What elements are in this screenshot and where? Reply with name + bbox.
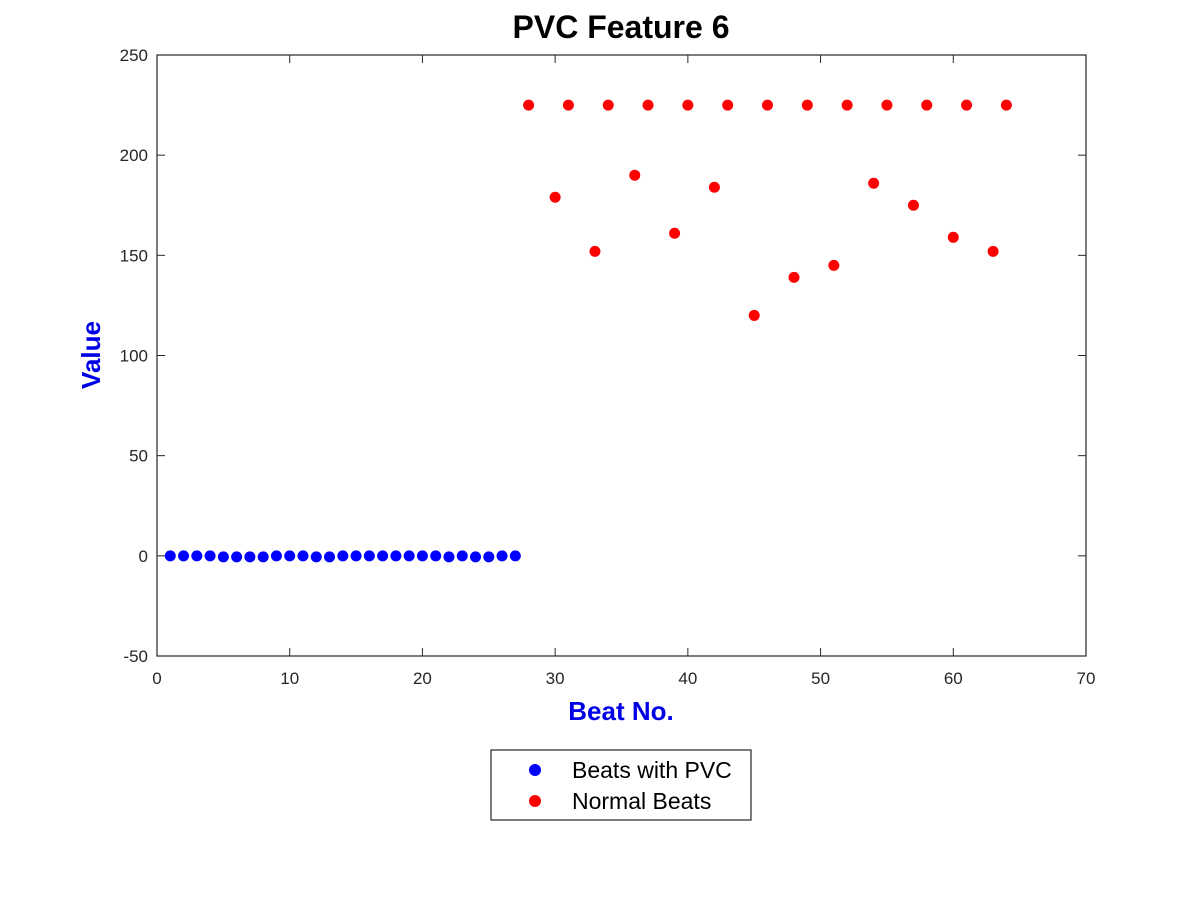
data-point-normal [881, 99, 893, 111]
x-axis-label: Beat No. [568, 696, 673, 726]
data-point-pvc [244, 551, 256, 563]
data-point-normal [841, 99, 853, 111]
data-point-normal [748, 309, 760, 321]
data-point-pvc [416, 550, 428, 562]
data-point-normal [722, 99, 734, 111]
plot-area [156, 54, 1087, 657]
x-tick-label: 20 [413, 669, 432, 688]
x-tick-label: 40 [678, 669, 697, 688]
data-point-normal [801, 99, 813, 111]
chart-title: PVC Feature 6 [513, 9, 730, 45]
y-tick-label: 0 [139, 547, 148, 566]
data-point-pvc [377, 550, 389, 562]
data-point-pvc [324, 551, 336, 563]
data-point-pvc [350, 550, 362, 562]
y-tick-label: 250 [120, 46, 148, 65]
data-point-pvc [483, 551, 495, 563]
data-point-normal [907, 199, 919, 211]
data-point-normal [788, 271, 800, 283]
data-point-pvc [509, 550, 521, 562]
data-point-pvc [217, 551, 229, 563]
data-points [164, 99, 1012, 563]
data-point-pvc [456, 550, 468, 562]
legend: Beats with PVC Normal Beats [490, 749, 752, 821]
data-point-pvc [204, 550, 216, 562]
legend-label-pvc: Beats with PVC [572, 757, 732, 783]
data-point-pvc [270, 550, 282, 562]
data-point-normal [961, 99, 973, 111]
legend-marker-pvc [529, 764, 541, 776]
y-tick-label: 50 [129, 447, 148, 466]
x-tick-label: 10 [280, 669, 299, 688]
data-point-normal [987, 245, 999, 257]
data-point-normal [761, 99, 773, 111]
data-point-pvc [191, 550, 203, 562]
x-tick-label: 30 [546, 669, 565, 688]
data-point-normal [642, 99, 654, 111]
data-point-normal [549, 191, 561, 203]
data-point-pvc [310, 551, 322, 563]
data-point-normal [921, 99, 933, 111]
data-point-normal [947, 231, 959, 243]
legend-box [490, 749, 752, 821]
data-point-pvc [496, 550, 508, 562]
legend-marker-normal [529, 795, 541, 807]
data-point-normal [629, 169, 641, 181]
data-point-pvc [257, 551, 269, 563]
y-tick-label: -50 [123, 647, 148, 666]
data-point-normal [669, 227, 681, 239]
data-point-pvc [430, 550, 442, 562]
data-point-normal [708, 181, 720, 193]
data-point-pvc [164, 550, 176, 562]
data-point-normal [562, 99, 574, 111]
x-tick-label: 70 [1077, 669, 1096, 688]
data-point-normal [682, 99, 694, 111]
data-point-pvc [284, 550, 296, 562]
y-tick-label: 150 [120, 246, 148, 265]
data-point-pvc [470, 551, 482, 563]
data-point-pvc [178, 550, 190, 562]
data-point-normal [1000, 99, 1012, 111]
data-point-normal [523, 99, 535, 111]
legend-label-normal: Normal Beats [572, 788, 711, 814]
x-tick-label: 50 [811, 669, 830, 688]
data-point-pvc [297, 550, 309, 562]
data-point-normal [868, 177, 880, 189]
data-point-normal [602, 99, 614, 111]
x-tick-label: 60 [944, 669, 963, 688]
data-point-pvc [337, 550, 349, 562]
data-point-pvc [403, 550, 415, 562]
data-point-normal [589, 245, 601, 257]
data-point-pvc [390, 550, 402, 562]
data-point-pvc [231, 551, 243, 563]
data-point-pvc [443, 551, 455, 563]
data-point-pvc [363, 550, 375, 562]
y-axis-label: Value [76, 321, 106, 389]
data-point-normal [828, 259, 840, 271]
y-tick-label: 200 [120, 146, 148, 165]
y-tick-label: 100 [120, 347, 148, 366]
x-tick-label: 0 [152, 669, 161, 688]
